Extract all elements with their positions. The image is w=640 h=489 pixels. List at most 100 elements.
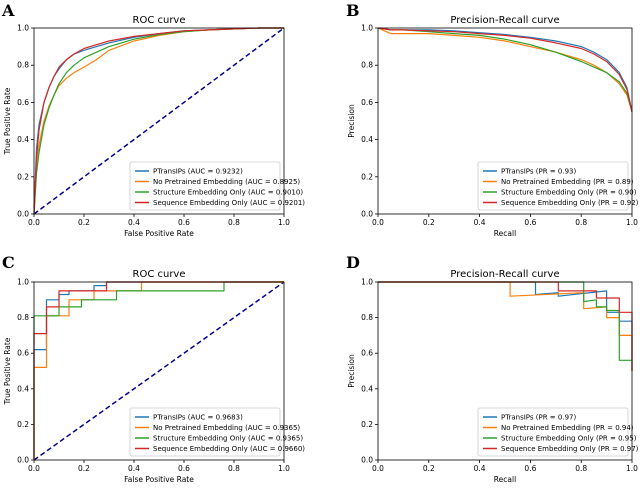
plot-frame bbox=[33, 27, 285, 215]
panel-letter: C bbox=[2, 253, 15, 272]
legend-entry: No Pretrained Embedding (PR = 0.89) bbox=[501, 178, 634, 186]
legend: PTransIPs (AUC = 0.9683) No Pretrained Em… bbox=[129, 407, 305, 457]
x-tick-label: 0.2 bbox=[423, 218, 435, 227]
series-line bbox=[378, 281, 633, 371]
x-tick-label: 0.8 bbox=[575, 218, 587, 227]
x-tick-label: 0.2 bbox=[423, 464, 435, 473]
x-tick-label: 0.0 bbox=[28, 464, 40, 473]
panel-d: D Precision-Recall curve Recall Precision 0… bbox=[346, 253, 639, 484]
legend-entry: Structure Embedding Only (PR = 0.95) bbox=[501, 435, 637, 443]
chance-diagonal-line bbox=[33, 281, 285, 461]
legend-entry: No Pretrained Embedding (PR = 0.94) bbox=[501, 424, 634, 432]
x-tick-label: 0.6 bbox=[178, 218, 190, 227]
y-tick-label: 0.6 bbox=[361, 349, 373, 358]
chart-title: ROC curve bbox=[133, 269, 186, 280]
panel-c: C ROC curve False Positive Rate True Posit… bbox=[2, 253, 305, 484]
x-tick-label: 0.4 bbox=[474, 218, 486, 227]
y-tick-label: 0.0 bbox=[17, 456, 29, 465]
y-tick-label: 0.2 bbox=[361, 172, 373, 181]
legend-entry: Sequence Embedding Only (PR = 0.92) bbox=[501, 199, 639, 207]
x-tick-label: 0.4 bbox=[128, 464, 140, 473]
y-tick-label: 0.6 bbox=[17, 98, 29, 107]
y-tick-label: 0.8 bbox=[361, 313, 373, 322]
panel-b: B Precision-Recall curve Recall Precision 0… bbox=[346, 1, 639, 238]
pr-plot: Precision-Recall curve Recall Precision 0.0… bbox=[347, 15, 639, 238]
legend-entry: Structure Embedding Only (AUC = 0.9365) bbox=[153, 435, 303, 443]
legend-entry: Structure Embedding Only (PR = 0.90) bbox=[501, 189, 637, 197]
panel-letter: B bbox=[346, 1, 360, 20]
pr-plot: Precision-Recall curve Recall Precision 0.0… bbox=[347, 269, 639, 484]
x-tick-label: 0.6 bbox=[178, 464, 190, 473]
y-tick-label: 0.2 bbox=[17, 420, 29, 429]
legend-entry: PTransIPs (AUC = 0.9683) bbox=[153, 414, 243, 422]
series-line bbox=[33, 281, 284, 460]
x-tick-label: 0.6 bbox=[524, 464, 536, 473]
y-tick-label: 1.0 bbox=[17, 278, 29, 287]
y-tick-label: 0.8 bbox=[17, 313, 29, 322]
legend-entry: Sequence Embedding Only (PR = 0.97) bbox=[501, 445, 639, 453]
panel-letter: A bbox=[1, 1, 15, 20]
x-tick-label: 1.0 bbox=[626, 218, 638, 227]
series-line bbox=[378, 281, 633, 371]
x-axis-label: False Positive Rate bbox=[124, 229, 194, 238]
x-tick-label: 1.0 bbox=[278, 218, 290, 227]
y-tick-label: 1.0 bbox=[361, 24, 373, 33]
panel-letter: D bbox=[346, 253, 360, 272]
x-tick-label: 0.8 bbox=[228, 218, 240, 227]
plot-frame bbox=[33, 281, 285, 461]
y-tick-label: 0.6 bbox=[17, 349, 29, 358]
x-tick-label: 0.8 bbox=[575, 464, 587, 473]
y-tick-label: 0.4 bbox=[17, 135, 29, 144]
panel-a: A ROC curve False Positive Rate True Posit… bbox=[1, 1, 305, 238]
chart-title: Precision-Recall curve bbox=[450, 269, 559, 280]
y-axis-label: Precision bbox=[347, 354, 356, 388]
x-tick-label: 1.0 bbox=[626, 464, 638, 473]
y-axis-label: True Positive Rate bbox=[3, 87, 12, 155]
series-line bbox=[378, 281, 633, 371]
y-tick-label: 0.4 bbox=[17, 384, 29, 393]
x-tick-label: 0.4 bbox=[474, 464, 486, 473]
y-tick-label: 0.2 bbox=[361, 420, 373, 429]
x-tick-label: 0.6 bbox=[524, 218, 536, 227]
y-tick-label: 0.8 bbox=[361, 61, 373, 70]
x-axis-label: Recall bbox=[494, 475, 516, 484]
series-line bbox=[378, 281, 632, 361]
y-tick-label: 0.2 bbox=[17, 172, 29, 181]
y-tick-label: 0.0 bbox=[361, 456, 373, 465]
y-tick-label: 1.0 bbox=[361, 278, 373, 287]
legend-box bbox=[129, 407, 281, 457]
x-axis-label: Recall bbox=[494, 229, 516, 238]
x-tick-label: 0.8 bbox=[228, 464, 240, 473]
legend-box bbox=[129, 161, 281, 211]
roc-plot: ROC curve False Positive Rate True Positiv… bbox=[3, 15, 305, 238]
y-tick-label: 1.0 bbox=[17, 24, 29, 33]
legend-box bbox=[477, 161, 629, 211]
y-tick-label: 0.4 bbox=[361, 384, 373, 393]
x-tick-label: 0.2 bbox=[78, 464, 90, 473]
x-tick-label: 0.0 bbox=[372, 464, 384, 473]
series-line bbox=[377, 27, 633, 112]
chance-diagonal-line bbox=[33, 27, 285, 215]
legend-entry: Structure Embedding Only (AUC = 0.9010) bbox=[153, 189, 303, 197]
legend-entry: PTransIPs (PR = 0.93) bbox=[501, 168, 576, 176]
chart-title: Precision-Recall curve bbox=[450, 15, 559, 26]
x-tick-label: 0.4 bbox=[128, 218, 140, 227]
y-axis-label: True Positive Rate bbox=[3, 337, 12, 405]
x-tick-label: 0.0 bbox=[28, 218, 40, 227]
legend-entry: PTransIPs (AUC = 0.9232) bbox=[153, 168, 243, 176]
series-line bbox=[33, 281, 284, 460]
legend: PTransIPs (PR = 0.97) No Pretrained Embed… bbox=[477, 407, 639, 457]
x-tick-label: 0.0 bbox=[372, 218, 384, 227]
series-line bbox=[33, 281, 284, 460]
chart-title: ROC curve bbox=[133, 15, 186, 26]
legend: PTransIPs (AUC = 0.9232) No Pretrained Em… bbox=[129, 161, 305, 211]
series-line bbox=[377, 27, 633, 112]
plot-frame bbox=[377, 27, 633, 215]
legend: PTransIPs (PR = 0.93) No Pretrained Embed… bbox=[477, 161, 639, 211]
x-axis-label: False Positive Rate bbox=[124, 475, 194, 484]
legend-entry: PTransIPs (PR = 0.97) bbox=[501, 414, 576, 422]
y-axis-label: Precision bbox=[347, 104, 356, 138]
series-line bbox=[33, 27, 284, 215]
legend-entry: Sequence Embedding Only (AUC = 0.9660) bbox=[153, 445, 305, 453]
